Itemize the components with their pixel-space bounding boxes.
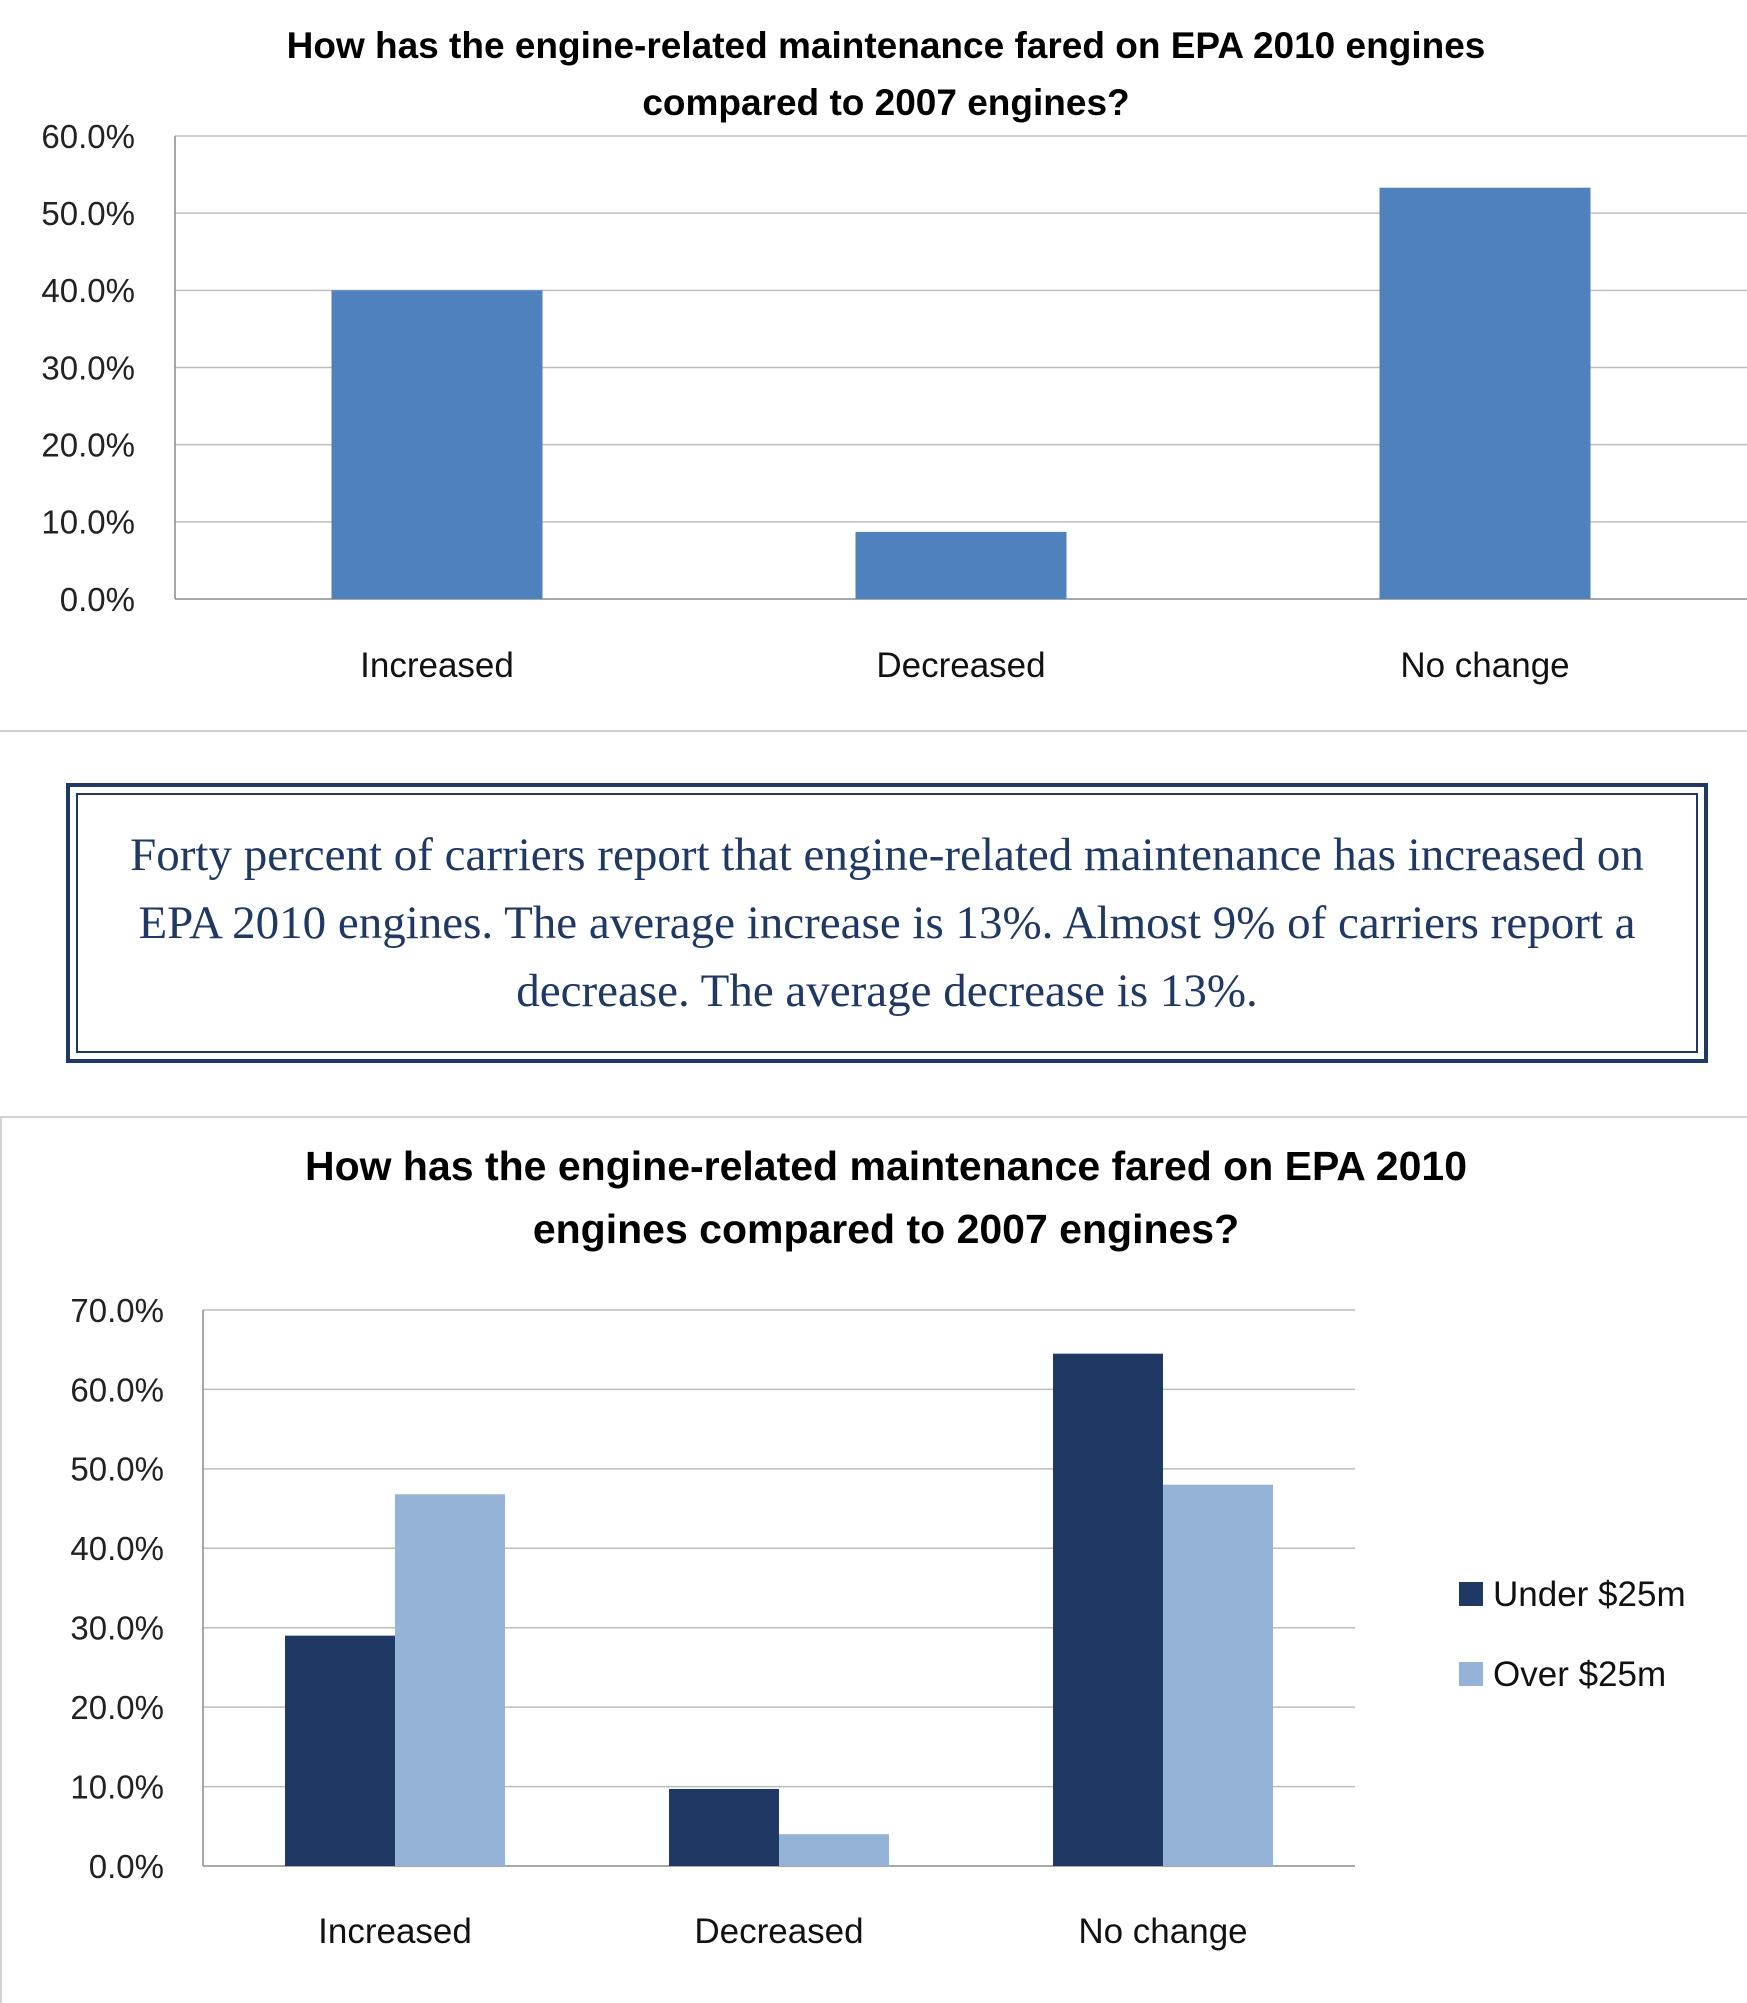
- legend-label-under-25m: Under $25m: [1493, 1575, 1686, 1614]
- y-tick-label: 0.0%: [60, 581, 135, 618]
- chart2-y-axis: 0.0% 10.0% 20.0% 30.0% 40.0% 50.0% 60.0% 70.0%: [70, 1292, 164, 1885]
- section-divider: [0, 730, 1747, 732]
- chart1-bars: [331, 187, 1591, 599]
- y-tick-label: 40.0%: [41, 272, 135, 309]
- summary-callout-inner-border: Forty percent of carriers report that en…: [76, 793, 1698, 1053]
- bar-decreased-under-25m: [669, 1788, 779, 1866]
- y-tick-label: 20.0%: [41, 427, 135, 464]
- chart1-title-line2: compared to 2007 engines?: [642, 82, 1129, 123]
- chart2-x-axis: Increased Decreased No change: [318, 1912, 1248, 1951]
- x-category-label: Decreased: [876, 646, 1045, 685]
- y-tick-label: 50.0%: [41, 195, 135, 232]
- y-tick-label: 70.0%: [70, 1292, 164, 1329]
- bar-decreased-over-25m: [779, 1834, 889, 1866]
- x-category-label: No change: [1078, 1912, 1247, 1951]
- x-category-label: Decreased: [694, 1912, 863, 1951]
- summary-callout: Forty percent of carriers report that en…: [66, 783, 1708, 1063]
- bar-no-change-over-25m: [1163, 1484, 1273, 1866]
- y-tick-label: 20.0%: [70, 1689, 164, 1726]
- chart1-x-axis: Increased Decreased No change: [360, 646, 1570, 685]
- chart2-panel-frame: [0, 1116, 1747, 2003]
- chart2-bars: [285, 1353, 1273, 1866]
- y-tick-label: 50.0%: [70, 1451, 164, 1488]
- summary-text: Forty percent of carriers report that en…: [130, 829, 1644, 1017]
- chart1-title-line1: How has the engine-related maintenance f…: [287, 25, 1486, 66]
- y-tick-label: 30.0%: [70, 1610, 164, 1647]
- bar-no-change: [1379, 187, 1591, 599]
- chart2-legend: Under $25m Over $25m: [1459, 1575, 1686, 1694]
- bar-increased: [331, 290, 543, 599]
- x-category-label: Increased: [318, 1912, 472, 1951]
- y-tick-label: 10.0%: [41, 504, 135, 541]
- chart2-title-line2: engines compared to 2007 engines?: [533, 1206, 1239, 1252]
- bar-decreased: [855, 531, 1067, 599]
- y-tick-label: 30.0%: [41, 349, 135, 386]
- y-tick-label: 60.0%: [41, 118, 135, 155]
- bar-increased-under-25m: [285, 1635, 395, 1866]
- legend-swatch-under-25m: [1459, 1582, 1483, 1606]
- y-tick-label: 0.0%: [89, 1848, 164, 1885]
- x-category-label: No change: [1400, 646, 1569, 685]
- x-category-label: Increased: [360, 646, 514, 685]
- chart-by-revenue: How has the engine-related maintenance f…: [70, 1143, 1686, 1951]
- y-tick-label: 10.0%: [70, 1768, 164, 1805]
- chart2-title-line1: How has the engine-related maintenance f…: [305, 1143, 1467, 1189]
- y-tick-label: 60.0%: [70, 1371, 164, 1408]
- y-tick-label: 40.0%: [70, 1530, 164, 1567]
- chart1-y-axis: 0.0% 10.0% 20.0% 30.0% 40.0% 50.0% 60.0%: [41, 118, 135, 618]
- bar-increased-over-25m: [395, 1494, 505, 1866]
- legend-label-over-25m: Over $25m: [1493, 1655, 1666, 1694]
- legend-swatch-over-25m: [1459, 1662, 1483, 1686]
- bar-no-change-under-25m: [1053, 1353, 1163, 1866]
- chart-overall: How has the engine-related maintenance f…: [41, 25, 1747, 685]
